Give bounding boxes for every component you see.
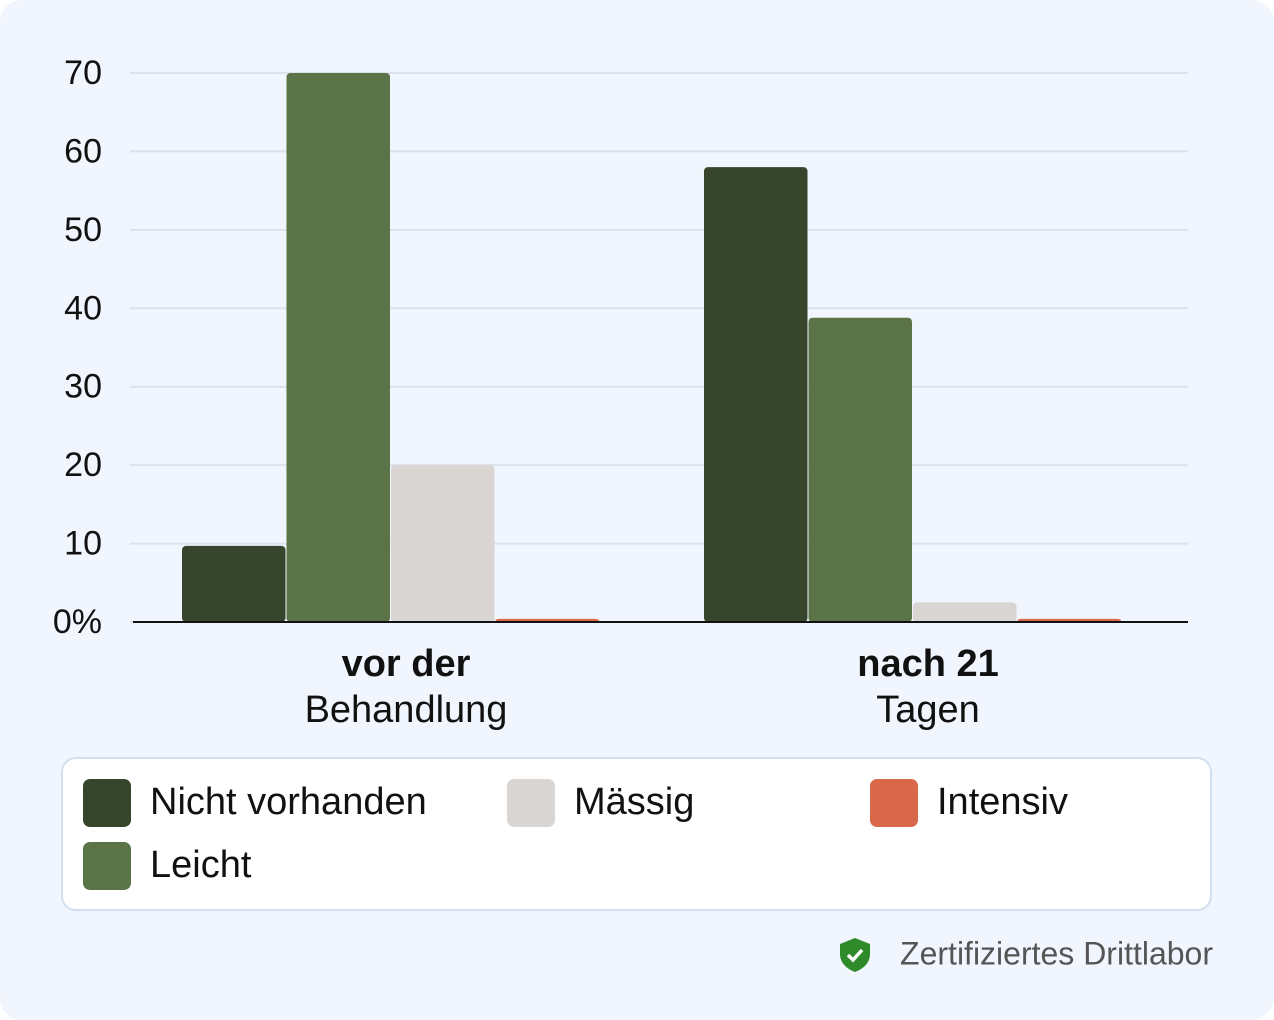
legend-label: Leicht: [150, 844, 252, 886]
x-tick-label: vor der: [342, 643, 471, 685]
badge-icon: [840, 938, 870, 972]
y-tick-label: 10: [64, 525, 102, 563]
legend-box: [61, 757, 1212, 911]
x-tick-label: Behandlung: [305, 689, 508, 731]
y-tick-label: 60: [64, 132, 102, 170]
legend-label: Intensiv: [937, 781, 1068, 823]
y-tick-label: 30: [64, 368, 102, 406]
y-tick-label: 0%: [53, 603, 102, 641]
bar: [913, 602, 1017, 622]
legend-label: Mässig: [574, 781, 694, 823]
bar: [286, 73, 390, 622]
legend-swatch: [83, 842, 131, 890]
bar: [808, 317, 912, 622]
legend-swatch: [507, 779, 555, 827]
legend-swatch: [870, 779, 918, 827]
legend-label: Nicht vorhanden: [150, 781, 427, 823]
badge-text: Zertifiziertes Drittlabor: [900, 935, 1213, 971]
y-tick-label: 20: [64, 446, 102, 484]
y-tick-label: 40: [64, 289, 102, 327]
bar: [182, 545, 286, 622]
legend-swatch: [83, 779, 131, 827]
x-tick-label: nach 21: [857, 643, 999, 685]
y-tick-label: 50: [64, 211, 102, 249]
x-tick-label: Tagen: [876, 689, 980, 731]
bar: [391, 465, 495, 622]
badge-check: [846, 948, 864, 963]
bar: [704, 167, 808, 622]
y-tick-label: 70: [64, 54, 102, 92]
